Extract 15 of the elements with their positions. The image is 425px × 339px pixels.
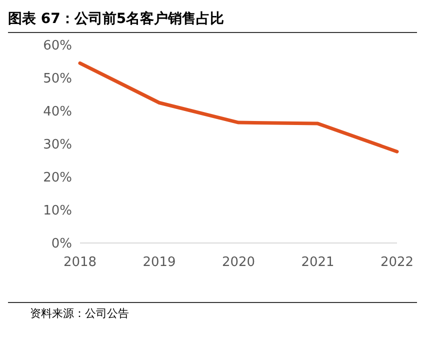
x-tick-label: 2022	[380, 255, 414, 270]
y-tick-label: 20%	[43, 170, 72, 186]
y-tick-label: 0%	[51, 236, 72, 252]
x-tick-label: 2020	[222, 255, 256, 270]
line-series	[78, 61, 399, 154]
y-tick-label: 30%	[43, 138, 72, 153]
x-tick-label: 2021	[301, 255, 334, 270]
x-tick-label: 2018	[63, 255, 97, 270]
y-tick-label: 60%	[43, 38, 72, 54]
y-tick-label: 40%	[43, 104, 72, 120]
text: 资料来源：公司公告	[30, 306, 129, 321]
y-tick-label: 10%	[43, 204, 72, 219]
y-tick-label: 50%	[43, 72, 72, 87]
chart-title: 图表 67：公司前5名客户销售占比	[8, 10, 226, 29]
x-tick-label: 2019	[142, 255, 176, 270]
